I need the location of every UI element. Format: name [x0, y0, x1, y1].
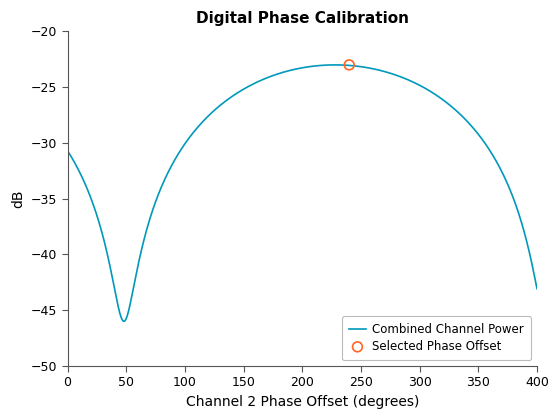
Line: Combined Channel Power: Combined Channel Power — [68, 65, 537, 321]
Combined Channel Power — [474, 131, 481, 136]
Combined Channel Power — [534, 286, 540, 291]
Legend: Combined Channel Power, Selected Phase Offset: Combined Channel Power, Selected Phase O… — [342, 316, 531, 360]
Selected Phase Offset — [345, 62, 354, 68]
Y-axis label: dB: dB — [11, 189, 25, 208]
X-axis label: Channel 2 Phase Offset (degrees): Channel 2 Phase Offset (degrees) — [185, 395, 419, 409]
Title: Digital Phase Calibration: Digital Phase Calibration — [196, 11, 409, 26]
Combined Channel Power — [244, 84, 251, 89]
Combined Channel Power — [64, 148, 71, 153]
Combined Channel Power — [146, 219, 152, 224]
Combined Channel Power — [332, 63, 338, 68]
Combined Channel Power — [265, 75, 272, 80]
Combined Channel Power — [118, 315, 124, 320]
Combined Channel Power — [120, 319, 127, 324]
Combined Channel Power — [525, 244, 531, 249]
